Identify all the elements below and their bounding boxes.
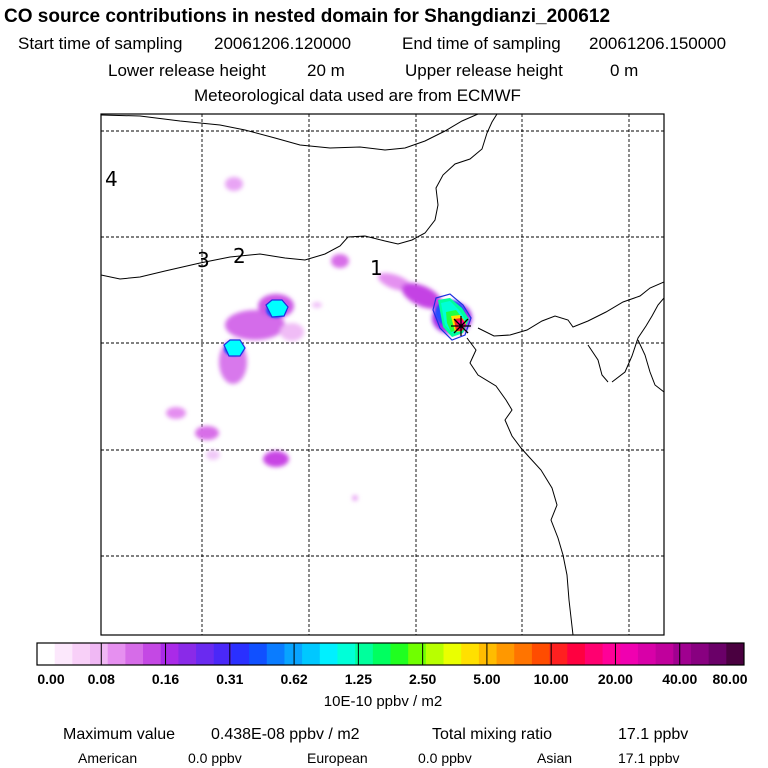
asian-value: 17.1 ppbv xyxy=(618,750,680,766)
colorbar-cell xyxy=(231,643,250,665)
colorbar-tick-label: 0.16 xyxy=(151,671,180,687)
colorbar-cell xyxy=(496,643,515,665)
colorbar-cell xyxy=(143,643,162,665)
colorbar-cell xyxy=(107,643,126,665)
colorbar-cell xyxy=(708,643,727,665)
lower-release-value: 20 m xyxy=(307,61,345,80)
colorbar-tick-label: 0.00 xyxy=(37,671,65,687)
start-time-value: 20061206.120000 xyxy=(214,34,352,53)
lower-release-label: Lower release height xyxy=(108,61,266,80)
colorbar-cell xyxy=(319,643,338,665)
total-mixing-label: Total mixing ratio xyxy=(432,726,553,743)
colorbar-tick-label: 80.00 xyxy=(712,671,748,687)
colorbar-cell xyxy=(637,643,657,665)
colorbar-cell xyxy=(178,643,197,665)
colorbar-cell xyxy=(125,643,144,665)
colorbar-cell xyxy=(160,643,179,665)
colorbar-cell xyxy=(443,643,462,665)
country-borders xyxy=(101,114,664,635)
colorbar-cell xyxy=(531,643,551,665)
region-label-1: 1 xyxy=(370,256,383,280)
colorbar-cell xyxy=(266,643,285,665)
colorbar-cell xyxy=(655,643,674,665)
colorbar-cell xyxy=(54,643,73,665)
colorbar-tick-label: 5.00 xyxy=(473,671,501,687)
max-value: 0.438E-08 ppbv / m2 xyxy=(211,726,360,743)
colorbar-cell xyxy=(514,643,533,665)
colorbar-cell xyxy=(90,643,109,665)
colorbar-cell xyxy=(549,643,568,665)
upper-release-label: Upper release height xyxy=(405,61,563,80)
asian-label: Asian xyxy=(537,750,573,766)
colorbar-tick-label: 2.50 xyxy=(409,671,437,687)
colorbar-units: 10E-10 ppbv / m2 xyxy=(323,693,443,710)
colorbar-tick-label: 0.08 xyxy=(87,671,115,687)
colorbar-cell xyxy=(602,643,621,665)
colorbar-cell xyxy=(72,643,91,665)
colorbar-cell xyxy=(213,643,232,665)
colorbar-cell xyxy=(337,643,356,665)
start-time-label: Start time of sampling xyxy=(18,34,183,53)
colorbar-cell xyxy=(461,643,480,665)
colorbar-cell xyxy=(620,643,639,665)
colorbar-tick-label: 0.31 xyxy=(216,671,244,687)
colorbar-cell xyxy=(372,643,391,665)
european-value: 0.0 ppbv xyxy=(418,750,472,766)
colorbar-cell xyxy=(302,643,321,665)
region-label-2: 2 xyxy=(233,244,246,268)
max-value-label: Maximum value xyxy=(63,726,176,743)
upper-release-value: 0 m xyxy=(610,61,639,80)
colorbar-cell xyxy=(690,643,710,665)
colorbar-cell xyxy=(249,643,268,665)
colorbar-cell xyxy=(673,643,692,665)
colorbar-cell xyxy=(355,643,374,665)
total-mixing-value: 17.1 ppbv xyxy=(618,726,689,743)
colorbar-cell xyxy=(196,643,215,665)
end-time-value: 20061206.150000 xyxy=(589,34,727,53)
colorbar-tick-label: 0.62 xyxy=(280,671,308,687)
page-title: CO source contributions in nested domain… xyxy=(4,6,611,27)
meteo-source: Meteorological data used are from ECMWF xyxy=(194,86,521,105)
colorbar-tick-label: 40.00 xyxy=(662,671,698,687)
colorbar-cell xyxy=(408,643,427,665)
region-label-4: 4 xyxy=(105,167,118,191)
colorbar-cell xyxy=(726,643,745,665)
map-frame xyxy=(100,113,665,636)
colorbar-cell xyxy=(567,643,586,665)
colorbar-cell xyxy=(478,643,498,665)
european-label: European xyxy=(307,750,368,766)
colorbar-tick-label: 10.00 xyxy=(533,671,569,687)
american-label: American xyxy=(78,750,138,766)
colorbar-cell xyxy=(584,643,604,665)
colorbar-cell xyxy=(425,643,445,665)
region-label-3: 3 xyxy=(197,248,210,272)
colorbar-tick-label: 20.00 xyxy=(597,671,633,687)
colorbar-cell xyxy=(284,643,303,665)
colorbar-cell xyxy=(390,643,409,665)
grid-lines xyxy=(101,114,664,635)
colorbar-tick-label: 1.25 xyxy=(344,671,372,687)
american-value: 0.0 ppbv xyxy=(188,750,242,766)
star-icon xyxy=(451,316,471,336)
end-time-label: End time of sampling xyxy=(402,34,561,53)
colorbar-cell xyxy=(37,643,56,665)
